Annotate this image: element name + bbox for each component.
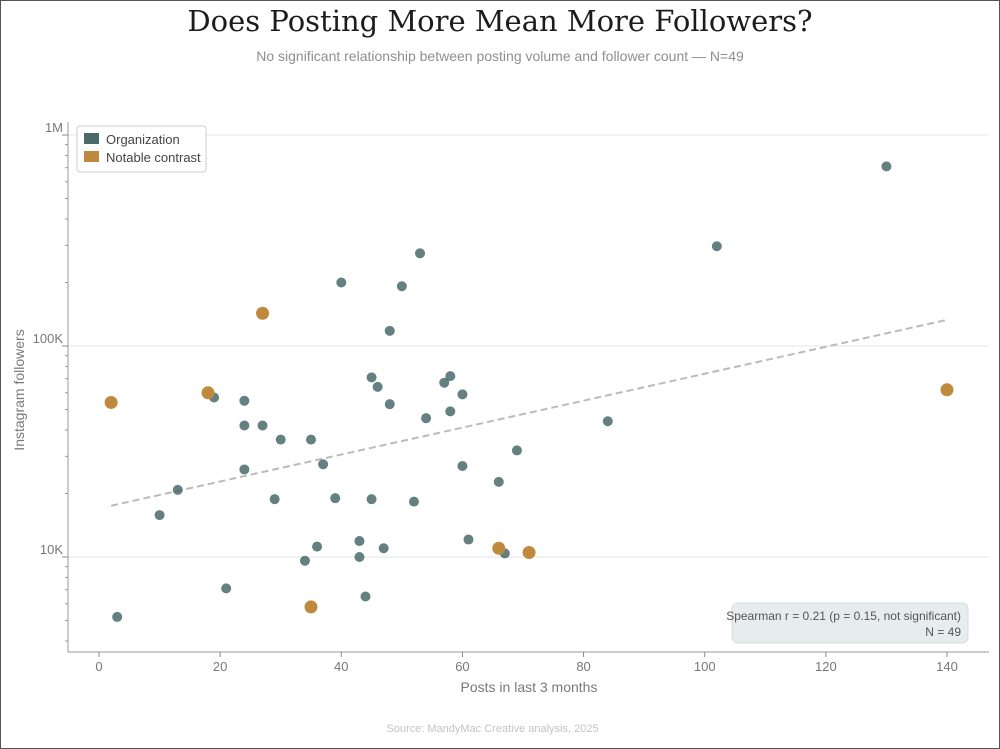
point-organization [396,281,407,292]
point-organization [881,161,892,172]
x-tick-label: 20 [213,659,227,674]
point-organization [511,445,522,456]
legend-swatch-organization [84,133,99,144]
point-organization [306,434,316,445]
legend-label-notable-contrast: Notable contrast [106,150,201,165]
point-notable-contrast [104,395,118,409]
point-notable-contrast [201,386,215,400]
y-tick-label: 10K [40,542,63,557]
point-organization [354,536,365,547]
chart-subtitle: No significant relationship between post… [256,48,744,64]
point-organization [312,541,323,552]
point-organization [275,434,286,445]
x-tick-label: 120 [815,659,837,674]
legend-label-organization: Organization [106,132,180,147]
point-organization [318,459,329,470]
point-organization [415,248,426,259]
point-notable-contrast [522,546,536,560]
legend: Organization Notable contrast [76,125,207,173]
point-organization [384,325,395,336]
stats-annotation: Spearman r = 0.21 (p = 0.15, not signifi… [726,602,969,644]
x-tick-label: 40 [334,659,348,674]
x-tick-label: 0 [95,659,102,674]
point-organization [378,543,389,554]
point-organization [493,476,504,487]
point-organization [445,406,456,417]
point-organization [354,552,365,562]
x-tick-label: 80 [576,659,590,674]
stats-line-2: N = 49 [925,625,961,639]
y-tick-label: 100K [33,331,64,346]
gridlines [68,134,989,558]
point-organization [421,413,432,424]
source-note: Source: MandyMac Creative analysis, 2025 [386,723,599,735]
point-organization [239,464,250,475]
axes: 10K 100K 1M 0 20 40 60 80 100 120 140 [33,120,989,674]
trend-layer [110,318,948,507]
point-organization [269,494,280,505]
point-organization [299,555,310,566]
point-organization [711,241,722,252]
point-notable-contrast [492,541,506,555]
point-organization [172,484,183,495]
point-organization [372,381,383,392]
point-organization [408,496,419,507]
point-organization [366,494,377,505]
chart-title: Does Posting More Mean More Followers? [187,4,813,38]
point-organization [154,510,165,521]
point-organization [257,420,268,431]
point-notable-contrast [940,383,954,397]
point-organization [463,534,474,545]
y-axis-label: Instagram followers [11,329,27,450]
point-organization [360,591,371,602]
point-organization [445,371,456,382]
point-organization [602,416,613,427]
legend-box [76,125,207,173]
point-organization [239,395,250,406]
point-organization [457,460,468,471]
stats-line-1: Spearman r = 0.21 (p = 0.15, not signifi… [726,609,961,623]
x-tick-label: 100 [694,659,716,674]
point-organization [366,372,377,383]
point-organization [112,611,123,622]
point-organization [221,583,232,594]
legend-swatch-notable-contrast [84,151,99,162]
stats-box [731,602,969,644]
point-organization [330,493,341,504]
point-notable-contrast [304,600,318,614]
point-organization [384,399,395,410]
point-organization [336,277,347,288]
trend-line [110,318,948,507]
points-layer [104,161,954,622]
point-organization [439,377,450,388]
x-axis-label: Posts in last 3 months [461,679,598,695]
point-notable-contrast [256,306,270,320]
x-tick-label: 140 [936,659,958,674]
y-tick-label: 1M [45,120,63,135]
point-organization [239,420,250,431]
x-tick-label: 60 [455,659,469,674]
point-organization [457,389,468,400]
